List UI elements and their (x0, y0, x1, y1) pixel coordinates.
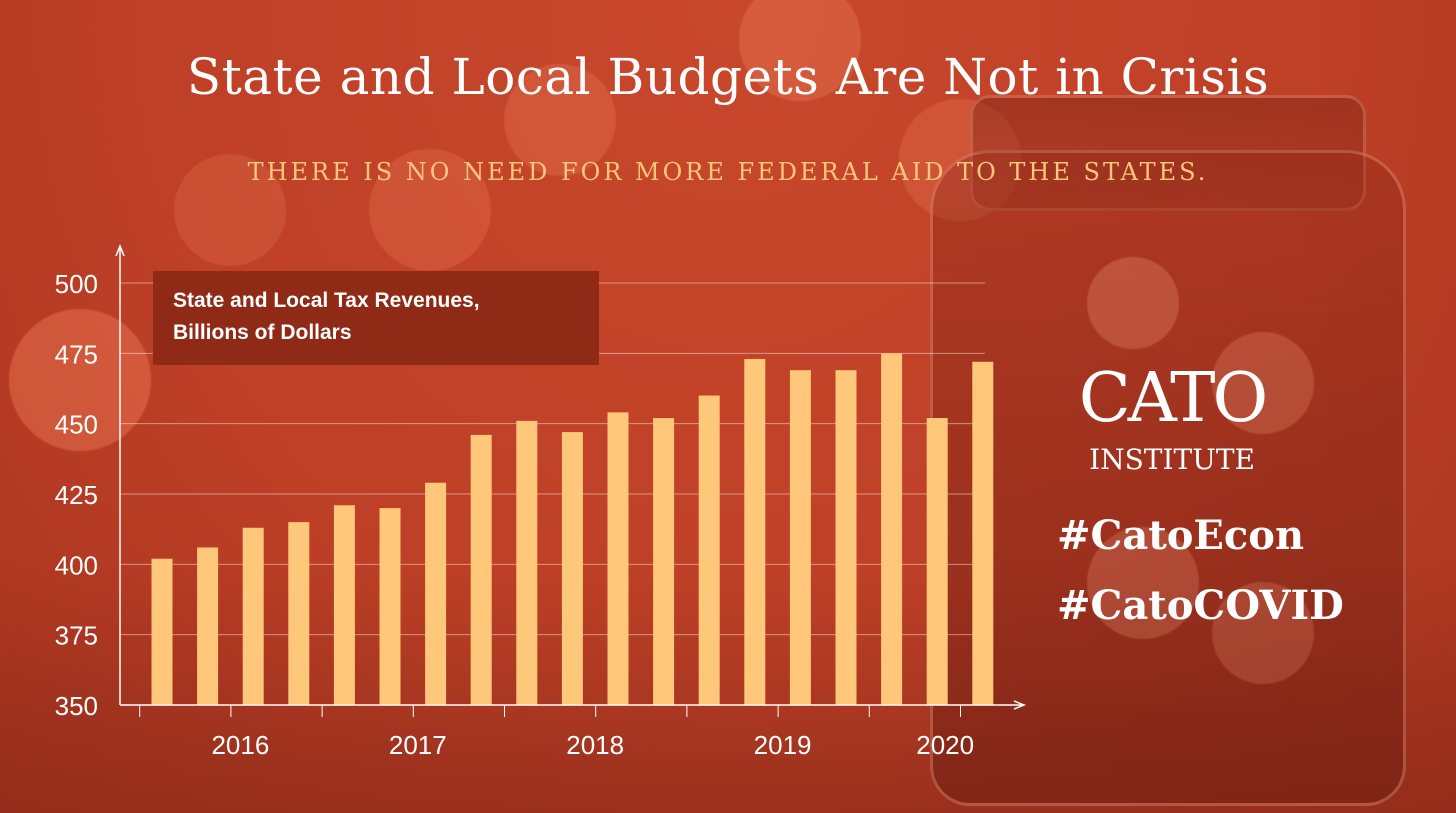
bar (197, 547, 219, 705)
bars (151, 353, 994, 705)
bar (333, 505, 355, 705)
x-axis-arrow (1013, 700, 1027, 710)
x-tick-label: 2020 (916, 730, 974, 760)
bar (151, 558, 173, 705)
chart-title-line-2: Billions of Dollars (173, 321, 352, 344)
bar (744, 358, 766, 705)
y-tick-label: 500 (55, 269, 98, 299)
x-tick-label: 2017 (389, 730, 447, 760)
bar (881, 353, 903, 705)
y-tick-label: 425 (55, 480, 98, 510)
bar (242, 527, 264, 705)
x-tick-label: 2019 (754, 730, 812, 760)
chart-title-line-1: State and Local Tax Revenues, (173, 289, 480, 312)
logo-subtitle: INSTITUTE (1089, 443, 1255, 476)
y-tick-label: 400 (55, 550, 98, 580)
y-tick-label: 375 (55, 621, 98, 651)
coin-jar-image (930, 150, 1406, 806)
y-tick-labels: 350 375 400 425 450 475 500 (55, 269, 98, 721)
bar (835, 370, 857, 705)
bar (516, 420, 538, 705)
x-tick-label: 2016 (211, 730, 269, 760)
bar (470, 434, 492, 705)
bar (698, 395, 720, 705)
axes (115, 243, 1027, 717)
bar (425, 482, 447, 705)
x-tick-label: 2018 (566, 730, 624, 760)
bar (789, 370, 811, 705)
y-tick-label: 475 (55, 339, 98, 369)
y-tick-label: 350 (55, 691, 98, 721)
bar (288, 522, 310, 705)
y-tick-label: 450 (55, 410, 98, 440)
hashtag-cato-econ[interactable]: #CatoEcon (1057, 512, 1305, 559)
bar (653, 418, 675, 705)
page-title: State and Local Budgets Are Not in Crisi… (186, 48, 1270, 106)
page-subtitle: THERE IS NO NEED FOR MORE FEDERAL AID TO… (247, 158, 1209, 186)
bar (561, 432, 583, 705)
cato-institute-logo: CATO INSTITUTE (1057, 363, 1287, 483)
x-tick-labels: 2016 2017 2018 2019 2020 (211, 730, 974, 760)
hashtag-cato-covid[interactable]: #CatoCOVID (1057, 582, 1344, 629)
bar (607, 412, 629, 705)
bar (972, 361, 994, 705)
bar (926, 418, 948, 705)
y-axis-arrow (115, 243, 125, 257)
chart-title-box: State and Local Tax Revenues, Billions o… (153, 271, 599, 365)
logo-wordmark: CATO (1078, 359, 1269, 438)
bar (379, 508, 401, 705)
